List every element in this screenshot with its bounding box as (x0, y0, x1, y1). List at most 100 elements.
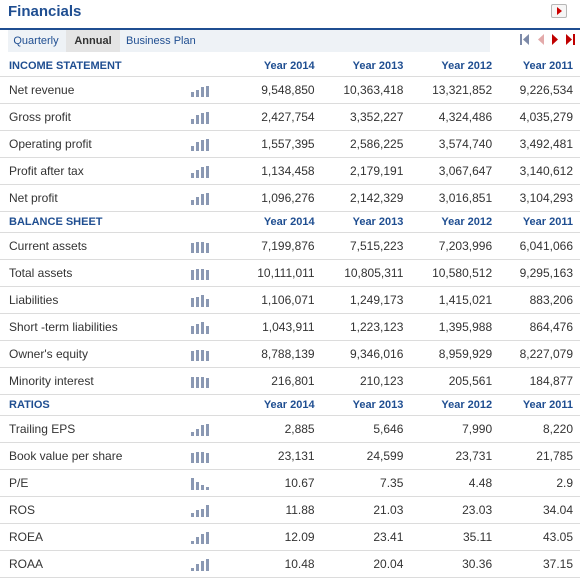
value-cell: 184,877 (492, 367, 580, 395)
value-cell: 1,043,911 (250, 313, 315, 341)
bar-chart-icon (190, 531, 209, 545)
value-cell: 10.67 (250, 469, 315, 497)
value-cell: 9,548,850 (250, 76, 315, 104)
sparkline-bar (195, 324, 199, 335)
table-row: ROEA 12.09 23.41 35.11 43.05 (0, 523, 580, 551)
table-row: Trailing EPS 2,885 5,646 7,990 8,220 (0, 415, 580, 443)
value-cell: 12.09 (250, 523, 315, 551)
sparkline-bar (195, 564, 199, 572)
value-cell: 1,134,458 (250, 157, 315, 185)
value-cell: 8,227,079 (492, 340, 580, 368)
value-cell: 216,801 (250, 367, 315, 395)
section-title: INCOME STATEMENT (0, 56, 175, 77)
menu-button[interactable] (551, 4, 567, 18)
value-cell: 7,990 (403, 415, 493, 443)
next-page-icon[interactable] (552, 34, 558, 45)
sparkline-cell[interactable] (174, 259, 251, 287)
value-cell: 8,220 (492, 415, 580, 443)
sparkline-cell[interactable] (174, 103, 251, 131)
sparkline-bar (200, 167, 204, 179)
bar-chart-icon (190, 558, 209, 572)
year-header: Year 2012 (403, 211, 493, 233)
bar-chart-icon (190, 165, 209, 179)
first-page-icon[interactable] (520, 34, 529, 45)
year-header: Year 2011 (492, 211, 580, 233)
prev-page-icon[interactable] (538, 34, 544, 45)
table-row: Short -term liabilities 1,043,911 1,223,12… (0, 313, 580, 341)
sparkline-cell[interactable] (174, 442, 251, 470)
row-label: Owner's equity (0, 340, 175, 368)
section-title: RATIOS (0, 394, 175, 416)
row-label: Liabilities (0, 286, 175, 314)
value-cell: 2,586,225 (314, 130, 404, 158)
sparkline-cell[interactable] (174, 367, 251, 395)
bar-chart-icon (190, 450, 209, 464)
value-cell: 10.48 (250, 550, 315, 578)
sparkline-cell[interactable] (174, 286, 251, 314)
tab-quarterly[interactable]: Quarterly (13, 35, 59, 47)
sparkline-cell[interactable] (174, 523, 251, 551)
bar-chart-icon (190, 111, 209, 125)
sparkline-cell[interactable] (174, 415, 251, 443)
sparkline-bar (195, 242, 199, 254)
sparkline-bar (205, 166, 209, 179)
last-page-icon[interactable] (566, 34, 575, 45)
value-cell: 2,885 (250, 415, 315, 443)
row-label: Total assets (0, 259, 175, 287)
sparkline-cell[interactable] (174, 313, 251, 341)
sparkline-bar (205, 487, 209, 491)
sparkline-bar (190, 568, 194, 572)
value-cell: 3,067,647 (403, 157, 493, 185)
sparkline-cell[interactable] (174, 232, 251, 260)
value-cell: 7,515,223 (314, 232, 404, 260)
value-cell: 7,199,876 (250, 232, 315, 260)
value-cell: 6,041,066 (492, 232, 580, 260)
value-cell: 3,016,851 (403, 184, 493, 212)
panel-header: Financials (0, 0, 580, 30)
sparkline-bar (205, 424, 209, 437)
sparkline-bar (190, 92, 194, 98)
value-cell: 23.41 (314, 523, 404, 551)
sparkline-bar (200, 377, 204, 389)
sparkline-bar (195, 170, 199, 179)
year-header: Year 2011 (492, 56, 580, 77)
table-row: ROAA 10.48 20.04 30.36 37.15 (0, 550, 580, 578)
value-cell: 7,203,996 (403, 232, 493, 260)
sparkline-cell[interactable] (174, 184, 251, 212)
sparkline-bar (200, 534, 204, 545)
value-cell: 43.05 (492, 523, 580, 551)
sparkline-bar (200, 87, 204, 98)
value-cell: 1,395,988 (403, 313, 493, 341)
sparkline-cell[interactable] (174, 130, 251, 158)
sparkline-bar (200, 485, 204, 491)
tab-business-plan[interactable]: Business Plan (126, 35, 196, 47)
value-cell: 2,427,754 (250, 103, 315, 131)
year-header: Year 2011 (492, 394, 580, 416)
tab-annual[interactable]: Annual (66, 30, 120, 52)
sparkline-cell[interactable] (174, 550, 251, 578)
sparkline-bar (205, 378, 209, 389)
table-row: Profit after tax 1,134,458 2,179,191 3,067,… (0, 157, 580, 185)
value-cell: 883,206 (492, 286, 580, 314)
sparkline-cell[interactable] (174, 496, 251, 524)
row-label: Operating profit (0, 130, 175, 158)
sparkline-cell[interactable] (174, 469, 251, 497)
value-cell: 8,788,139 (250, 340, 315, 368)
sparkline-cell[interactable] (174, 157, 251, 185)
section-header: BALANCE SHEET Year 2014 Year 2013 Year 2012… (0, 211, 580, 233)
sparkline-bar (205, 326, 209, 335)
financials-table: INCOME STATEMENT Year 2014 Year 2013 Year 2… (0, 56, 580, 578)
table-row: ROS 11.88 21.03 23.03 34.04 (0, 496, 580, 524)
sparkline-cell[interactable] (174, 340, 251, 368)
year-header: Year 2012 (403, 56, 493, 77)
sparkline-bar (195, 90, 199, 98)
value-cell: 2.9 (492, 469, 580, 497)
value-cell: 205,561 (403, 367, 493, 395)
sparkline-cell[interactable] (174, 76, 251, 104)
bar-chart-icon (190, 240, 209, 254)
sparkline-bar (205, 270, 209, 281)
sparkline-bar (195, 115, 199, 125)
sparkline-bar (195, 482, 199, 491)
value-cell: 210,123 (314, 367, 404, 395)
value-cell: 3,492,481 (492, 130, 580, 158)
